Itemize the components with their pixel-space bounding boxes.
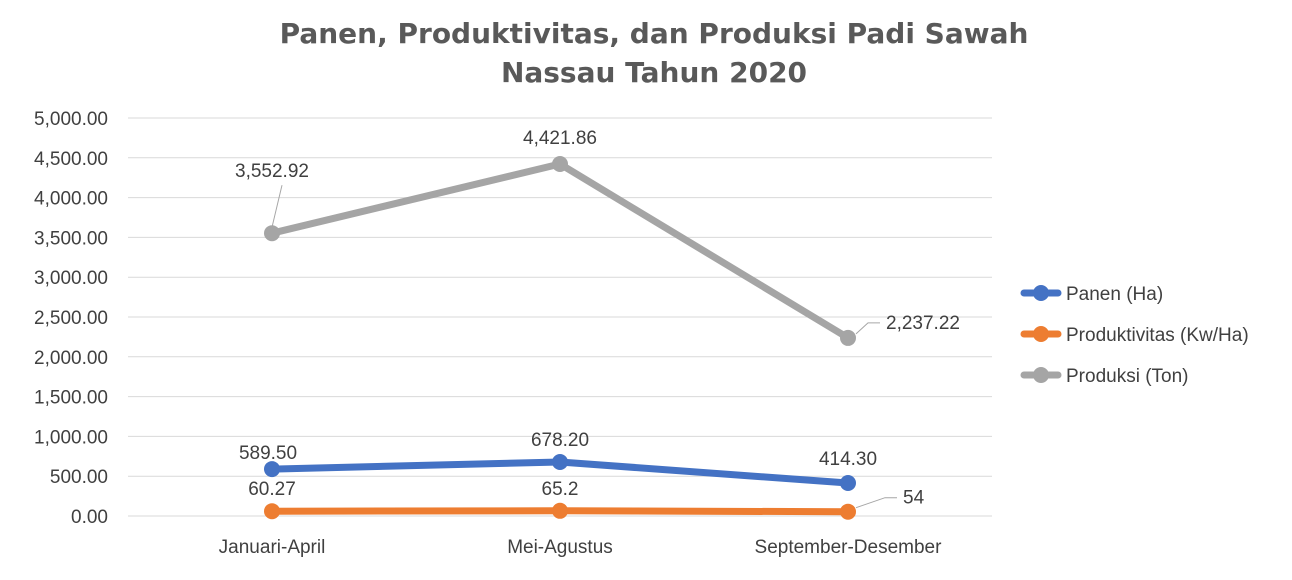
y-tick-label: 500.00 bbox=[50, 467, 108, 488]
data-point bbox=[840, 503, 856, 520]
legend-swatch-marker bbox=[1033, 285, 1049, 301]
series-line bbox=[268, 160, 852, 342]
legend-swatch-marker bbox=[1033, 326, 1049, 342]
data-point bbox=[552, 454, 568, 471]
x-tick-label: September-Desember bbox=[755, 537, 943, 558]
series-lines bbox=[264, 156, 856, 520]
chart-title-line-1: Panen, Produktivitas, dan Produksi Padi … bbox=[280, 17, 1029, 50]
y-tick-label: 5,000.00 bbox=[34, 109, 108, 130]
label-leader bbox=[855, 497, 897, 509]
chart-title-line-2: Nassau Tahun 2020 bbox=[501, 56, 807, 89]
data-label: 678.20 bbox=[531, 430, 589, 451]
data-point bbox=[264, 461, 280, 478]
y-tick-label: 1,000.00 bbox=[34, 427, 108, 448]
legend-swatch-marker bbox=[1033, 367, 1049, 383]
data-point bbox=[264, 503, 280, 520]
x-tick-label: Januari-April bbox=[219, 537, 326, 558]
data-point bbox=[264, 225, 280, 242]
data-point bbox=[840, 329, 856, 346]
y-tick-label: 2,500.00 bbox=[34, 308, 108, 329]
data-label: 54 bbox=[903, 488, 925, 509]
label-leader bbox=[271, 185, 283, 228]
data-label: 589.50 bbox=[239, 443, 297, 464]
legend: Panen (Ha) Produktivitas (Kw/Ha) Produksi … bbox=[1020, 284, 1249, 387]
data-point bbox=[840, 475, 856, 492]
y-tick-label: 3,500.00 bbox=[34, 228, 108, 249]
data-label: 65.2 bbox=[542, 479, 579, 500]
y-tick-label: 0.00 bbox=[71, 507, 108, 528]
y-tick-label: 1,500.00 bbox=[34, 388, 108, 409]
y-tick-label: 2,000.00 bbox=[34, 348, 108, 369]
data-label: 4,421.86 bbox=[523, 128, 597, 149]
data-label: 3,552.92 bbox=[235, 161, 309, 182]
legend-label: Produktivitas (Kw/Ha) bbox=[1066, 325, 1249, 346]
data-point bbox=[552, 156, 568, 173]
data-labels: 589.50 678.20 414.30 60.27 65.2 54 3,552.92 4,4… bbox=[235, 128, 960, 509]
data-label: 60.27 bbox=[248, 479, 296, 500]
legend-label: Panen (Ha) bbox=[1066, 284, 1163, 305]
data-label: 2,237.22 bbox=[886, 313, 960, 334]
legend-label: Produksi (Ton) bbox=[1066, 366, 1189, 387]
data-point bbox=[552, 502, 568, 519]
y-tick-label: 4,500.00 bbox=[34, 149, 108, 170]
y-axis-ticks: 0.00 500.00 1,000.00 1,500.00 2,000.00 2,500.… bbox=[34, 109, 108, 528]
label-leader bbox=[855, 322, 880, 335]
x-tick-label: Mei-Agustus bbox=[507, 537, 613, 558]
y-tick-label: 4,000.00 bbox=[34, 189, 108, 210]
y-tick-label: 3,000.00 bbox=[34, 268, 108, 289]
data-label: 414.30 bbox=[819, 449, 877, 470]
x-axis-ticks: Januari-April Mei-Agustus September-Desemb… bbox=[219, 537, 942, 558]
